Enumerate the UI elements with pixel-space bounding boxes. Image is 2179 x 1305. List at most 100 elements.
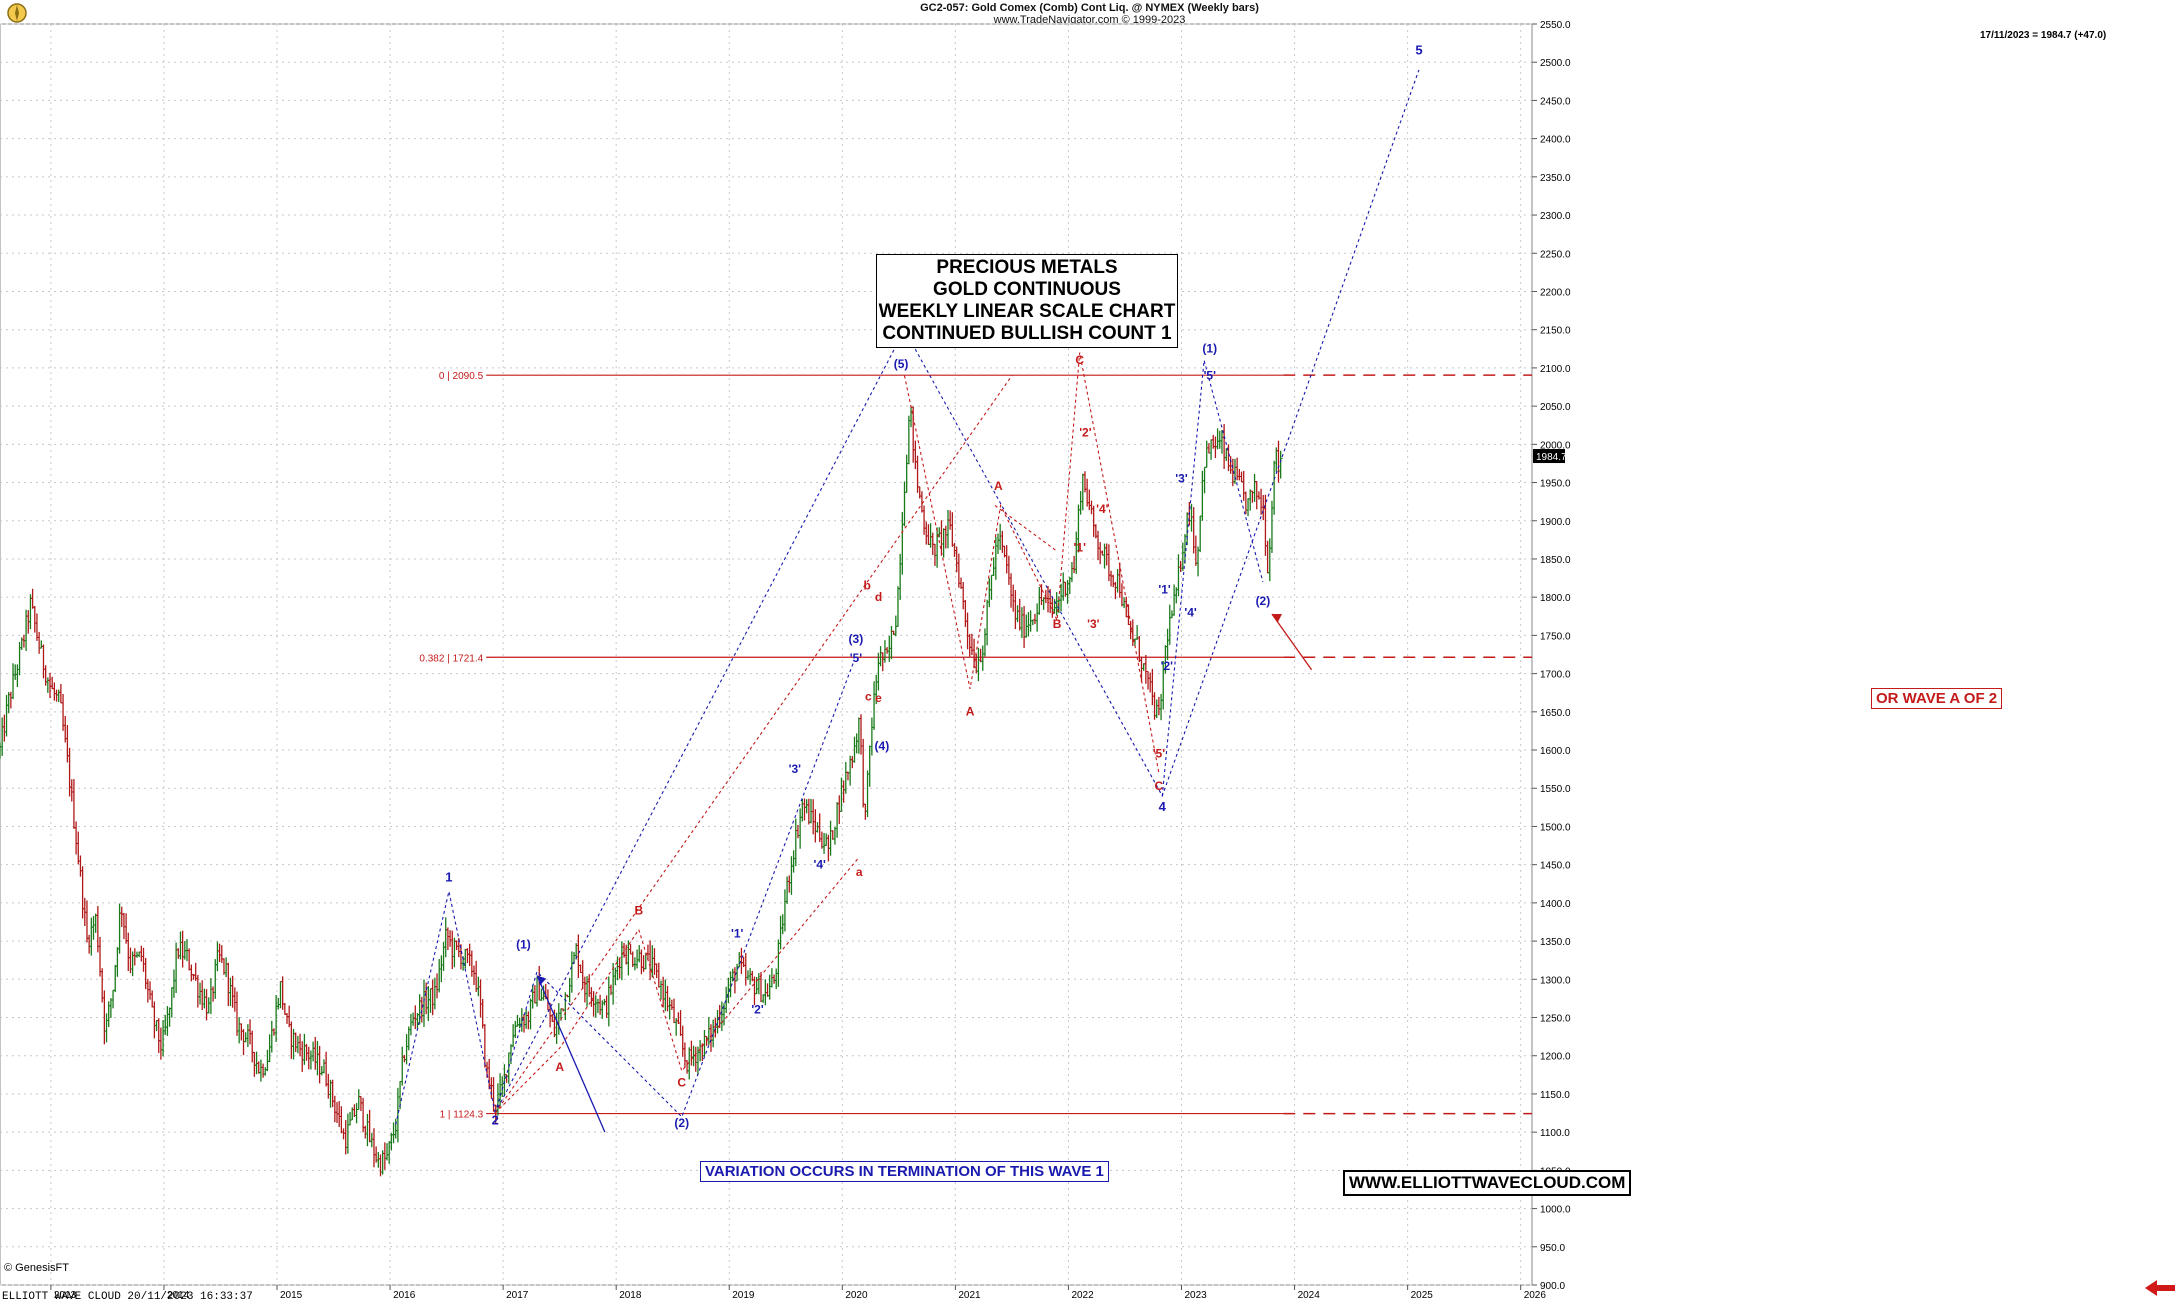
y-tick-label: 1400.0 xyxy=(1540,899,1571,910)
x-tick-label: 2019 xyxy=(732,1290,755,1301)
x-tick-label: 2017 xyxy=(506,1290,529,1301)
trade-navigator-logo-icon xyxy=(4,2,30,29)
wave-label: C xyxy=(1155,779,1164,793)
wave-label: b xyxy=(864,579,871,593)
y-tick-label: 2150.0 xyxy=(1540,326,1571,337)
x-tick-label: 2015 xyxy=(280,1290,303,1301)
x-tick-label: 2023 xyxy=(1185,1290,1208,1301)
x-tick-label: 2013 xyxy=(54,1290,77,1301)
blue-wave-line xyxy=(1161,360,1264,796)
wave-label: '1' xyxy=(1158,582,1171,596)
wave-label: '1' xyxy=(731,926,744,940)
x-tick-label: 2022 xyxy=(1071,1290,1094,1301)
wave-label: A xyxy=(966,705,975,719)
genesis-credit: © GenesisFT xyxy=(4,1262,69,1274)
wave-label: a xyxy=(856,865,863,879)
alternate-arrow-head xyxy=(1271,613,1282,622)
y-tick-label: 2000.0 xyxy=(1540,440,1571,451)
wave-label: '4' xyxy=(1184,605,1197,619)
y-tick-label: 1500.0 xyxy=(1540,822,1571,833)
x-tick-label: 2021 xyxy=(958,1290,981,1301)
wave-label: 2 xyxy=(492,1113,499,1128)
y-tick-label: 2200.0 xyxy=(1540,287,1571,298)
y-tick-label: 2250.0 xyxy=(1540,249,1571,260)
y-tick-label: 2450.0 xyxy=(1540,96,1571,107)
y-tick-label: 2100.0 xyxy=(1540,364,1571,375)
y-tick-label: 2500.0 xyxy=(1540,58,1571,69)
y-tick-label: 1200.0 xyxy=(1540,1052,1571,1063)
wave-label: '3' xyxy=(1175,472,1188,486)
x-tick-label: 2020 xyxy=(845,1290,868,1301)
wave-label: B xyxy=(634,903,643,917)
red-wave-line xyxy=(494,375,1013,1114)
y-tick-label: 1900.0 xyxy=(1540,517,1571,528)
wave-label: (1) xyxy=(1202,342,1217,356)
last-value-readout: 17/11/2023 = 1984.7 (+47.0) xyxy=(1980,30,2107,41)
wave-label: '5' xyxy=(850,651,863,665)
wave-label: (3) xyxy=(849,632,864,646)
wave-label: A xyxy=(555,1060,564,1074)
y-tick-label: 2300.0 xyxy=(1540,211,1571,222)
y-tick-label: 1850.0 xyxy=(1540,555,1571,566)
x-tick-label: 2016 xyxy=(393,1290,416,1301)
red-wave-line xyxy=(903,352,1160,774)
y-tick-label: 1450.0 xyxy=(1540,861,1571,872)
y-tick-label: 1550.0 xyxy=(1540,784,1571,795)
y-tick-label: 2550.0 xyxy=(1540,20,1571,31)
wave-label: d xyxy=(875,590,882,604)
current-price-marker xyxy=(1533,449,1565,464)
plot-area xyxy=(0,23,1533,1286)
wave-label: '3' xyxy=(1087,617,1100,631)
current-price-label: 1984.7 xyxy=(1536,452,1567,463)
wave-label: C xyxy=(1075,353,1084,367)
y-tick-label: 1250.0 xyxy=(1540,1014,1571,1025)
y-tick-label: 1150.0 xyxy=(1540,1090,1570,1101)
blue-wave-line xyxy=(494,69,1420,1114)
y-tick-label: 1650.0 xyxy=(1540,708,1571,719)
footer-timestamp: ELLIOTT WAVE CLOUD 20/11/2023 16:33:37 xyxy=(2,1291,253,1303)
y-tick-label: 1600.0 xyxy=(1540,746,1571,757)
y-tick-label: 1350.0 xyxy=(1540,937,1571,948)
y-tick-label: 1750.0 xyxy=(1540,631,1571,642)
fib-level-label: 0.382 | 1721.4 xyxy=(419,653,483,664)
y-tick-label: 1100.0 xyxy=(1540,1128,1570,1139)
x-tick-label: 2018 xyxy=(619,1290,642,1301)
title-line-3: WEEKLY LINEAR SCALE CHART xyxy=(878,301,1176,322)
red-wave-line xyxy=(494,856,860,1114)
title-line-4: CONTINUED BULLISH COUNT 1 xyxy=(882,323,1172,344)
chart-title-box: PRECIOUS METALS GOLD CONTINUOUS WEEKLY L… xyxy=(876,254,1178,348)
fib-level-label: 0 | 2090.5 xyxy=(439,371,484,382)
y-tick-label: 1300.0 xyxy=(1540,975,1571,986)
x-tick-label: 2014 xyxy=(167,1290,190,1301)
variation-arrow xyxy=(536,975,606,1133)
wave-label: '4' xyxy=(1096,502,1109,516)
wave-label: '5' xyxy=(1204,368,1217,382)
wave-label: '5' xyxy=(1153,747,1166,761)
title-line-2: GOLD CONTINUOUS xyxy=(933,279,1121,300)
x-tick-label: 2026 xyxy=(1524,1290,1547,1301)
scroll-left-arrow-icon[interactable] xyxy=(2143,1278,2177,1303)
wave-label: (4) xyxy=(875,739,890,753)
wave-label: '3' xyxy=(789,762,802,776)
wave-label: (1) xyxy=(516,938,531,952)
wave-label: A xyxy=(994,479,1003,493)
y-tick-label: 1000.0 xyxy=(1540,1205,1571,1216)
title-line-1: PRECIOUS METALS xyxy=(936,257,1118,278)
y-tick-label: 2050.0 xyxy=(1540,402,1571,413)
wave-label: 4 xyxy=(1159,799,1167,814)
x-tick-label: 2024 xyxy=(1298,1290,1321,1301)
wave-label: e xyxy=(875,691,882,705)
wave-label: B xyxy=(1053,617,1062,631)
blue-wave-line xyxy=(395,891,496,1125)
fib-level-label: 1 | 1124.3 xyxy=(440,1110,484,1121)
chart-header-copyright: www.TradeNavigator.com © 1999-2023 xyxy=(993,14,1186,26)
red-wave-line xyxy=(994,505,1058,552)
chart-header-symbol: GC2-057: Gold Comex (Comb) Cont Liq. @ N… xyxy=(920,2,1259,14)
wave-label: '1' xyxy=(1074,540,1087,554)
x-tick-label: 2025 xyxy=(1411,1290,1434,1301)
wave-label: (5) xyxy=(894,357,909,371)
alternate-arrow xyxy=(1271,613,1313,671)
wave-label: c xyxy=(865,689,872,703)
y-tick-label: 2350.0 xyxy=(1540,173,1571,184)
